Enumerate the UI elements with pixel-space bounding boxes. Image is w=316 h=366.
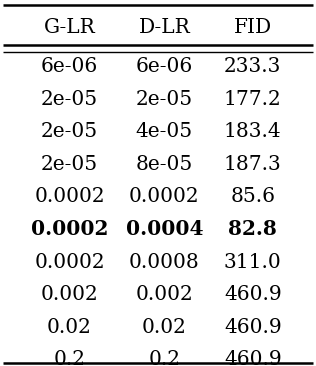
Text: 311.0: 311.0 <box>224 253 282 272</box>
Text: 0.0002: 0.0002 <box>31 220 108 239</box>
Text: FID: FID <box>234 18 272 37</box>
Text: D-LR: D-LR <box>138 18 190 37</box>
Text: 0.0008: 0.0008 <box>129 253 200 272</box>
Text: 2e-05: 2e-05 <box>41 90 98 109</box>
Text: G-LR: G-LR <box>44 18 95 37</box>
Text: 460.9: 460.9 <box>224 285 282 304</box>
Text: 85.6: 85.6 <box>230 187 275 206</box>
Text: 187.3: 187.3 <box>224 155 282 174</box>
Text: 0.0004: 0.0004 <box>125 220 203 239</box>
Text: 460.9: 460.9 <box>224 350 282 366</box>
Text: 0.02: 0.02 <box>47 318 92 337</box>
Text: 0.002: 0.002 <box>136 285 193 304</box>
Text: 82.8: 82.8 <box>228 220 277 239</box>
Text: 0.0002: 0.0002 <box>34 253 105 272</box>
Text: 4e-05: 4e-05 <box>136 122 193 141</box>
Text: 460.9: 460.9 <box>224 318 282 337</box>
Text: 2e-05: 2e-05 <box>136 90 193 109</box>
Text: 2e-05: 2e-05 <box>41 155 98 174</box>
Text: 0.0002: 0.0002 <box>34 187 105 206</box>
Text: 6e-06: 6e-06 <box>41 57 98 76</box>
Text: 0.0002: 0.0002 <box>129 187 200 206</box>
Text: 2e-05: 2e-05 <box>41 122 98 141</box>
Text: 183.4: 183.4 <box>224 122 282 141</box>
Text: 0.2: 0.2 <box>148 350 180 366</box>
Text: 0.2: 0.2 <box>53 350 86 366</box>
Text: 6e-06: 6e-06 <box>136 57 193 76</box>
Text: 8e-05: 8e-05 <box>136 155 193 174</box>
Text: 233.3: 233.3 <box>224 57 282 76</box>
Text: 177.2: 177.2 <box>224 90 282 109</box>
Text: 0.002: 0.002 <box>41 285 98 304</box>
Text: 0.02: 0.02 <box>142 318 187 337</box>
